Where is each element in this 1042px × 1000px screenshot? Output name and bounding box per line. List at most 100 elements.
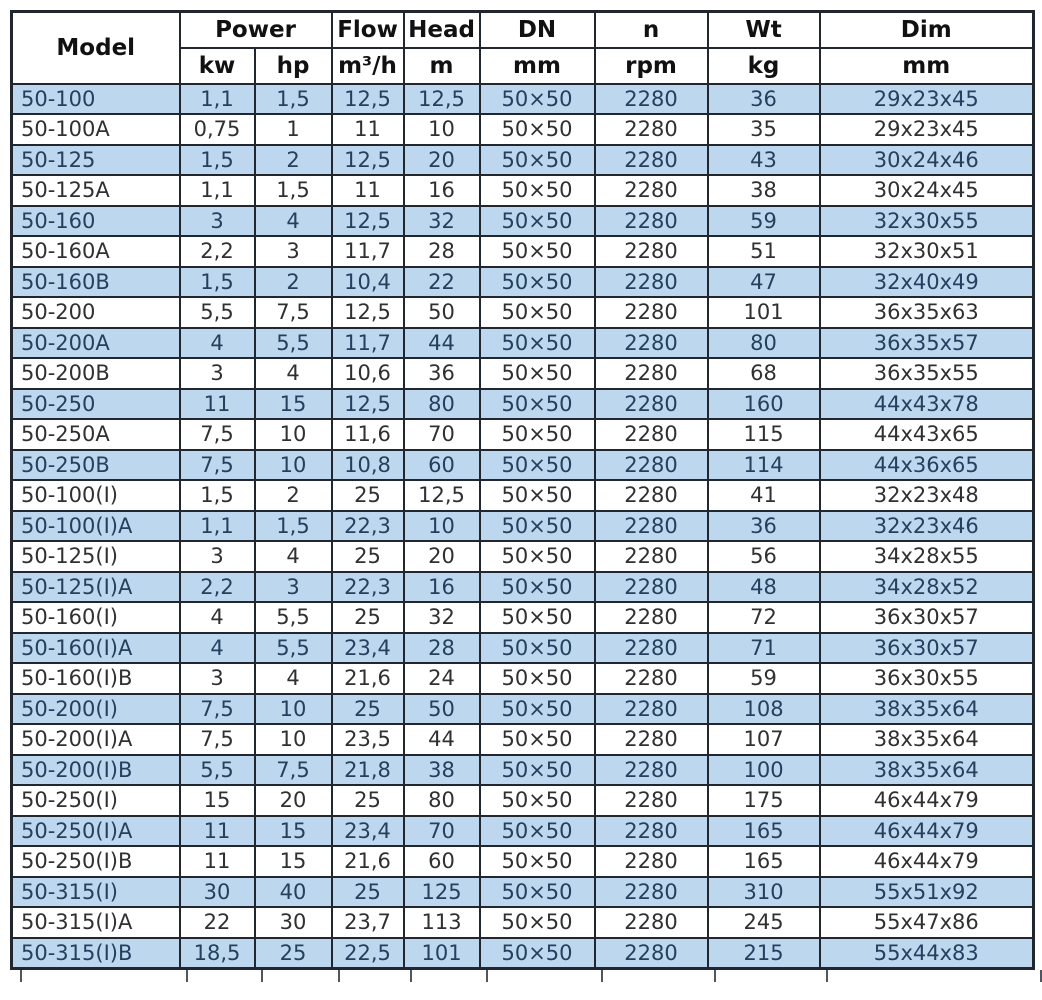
cell-dn: 50×50 — [478, 326, 596, 359]
cell-model: 50-125 — [10, 143, 181, 176]
table-row: 50-200A 4 5,5 11,7 44 50×50 2280 80 36x35x57 — [10, 326, 1035, 359]
header-unit-flow: m³/h — [330, 46, 405, 85]
cell-dim: 44x43x65 — [818, 418, 1035, 451]
cell-flow: 25 — [330, 540, 405, 573]
cell-kw: 7,5 — [178, 723, 256, 756]
table-row: 50-315(I) 30 40 25 125 50×50 2280 310 55x51x92 — [10, 875, 1035, 908]
cell-wt: 100 — [706, 753, 821, 786]
cell-hp: 5,5 — [253, 601, 333, 634]
cell-n: 2280 — [593, 204, 709, 237]
cell-dim: 46x44x79 — [818, 784, 1035, 817]
cell-kw: 5,5 — [178, 753, 256, 786]
table-row: 50-125A 1,1 1,5 11 16 50×50 2280 38 30x24x45 — [10, 174, 1035, 207]
cell-flow: 25 — [330, 479, 405, 512]
cell-hp: 30 — [253, 906, 333, 939]
cell-hp: 7,5 — [253, 296, 333, 329]
cell-model: 50-125(I)A — [10, 570, 181, 603]
cell-flow: 11,7 — [330, 235, 405, 268]
cell-wt: 108 — [706, 692, 821, 725]
cell-head: 113 — [402, 906, 481, 939]
cell-model: 50-200(I)B — [10, 753, 181, 786]
cell-model: 50-125(I) — [10, 540, 181, 573]
cell-n: 2280 — [593, 113, 709, 146]
cell-head: 10 — [402, 113, 481, 146]
cell-head: 32 — [402, 601, 481, 634]
header-flow: Flow — [330, 10, 405, 49]
cell-flow: 25 — [330, 875, 405, 908]
cell-flow: 12,5 — [330, 387, 405, 420]
cell-hp: 1,5 — [253, 174, 333, 207]
cell-hp: 25 — [253, 936, 333, 969]
cell-head: 70 — [402, 814, 481, 847]
table-row: 50-200(I) 7,5 10 25 50 50×50 2280 108 38x35x64 — [10, 692, 1035, 725]
cell-n: 2280 — [593, 174, 709, 207]
cell-dim: 36x30x57 — [818, 601, 1035, 634]
cell-hp: 5,5 — [253, 326, 333, 359]
cell-wt: 59 — [706, 662, 821, 695]
cell-wt: 80 — [706, 326, 821, 359]
cell-flow: 21,6 — [330, 845, 405, 878]
cell-hp: 4 — [253, 540, 333, 573]
cell-flow: 10,4 — [330, 265, 405, 298]
cell-n: 2280 — [593, 692, 709, 725]
cell-model: 50-200B — [10, 357, 181, 390]
cell-n: 2280 — [593, 814, 709, 847]
cell-hp: 10 — [253, 418, 333, 451]
cell-model: 50-200(I)A — [10, 723, 181, 756]
cell-dim: 29x23x45 — [818, 113, 1035, 146]
header-unit-dim: mm — [818, 46, 1035, 85]
cell-flow: 21,6 — [330, 662, 405, 695]
cell-dn: 50×50 — [478, 509, 596, 542]
table-body: 50-100 1,1 1,5 12,5 12,5 50×50 2280 36 29x23x45 5… — [10, 82, 1035, 969]
cell-dn: 50×50 — [478, 845, 596, 878]
table-row: 50-250 11 15 12,5 80 50×50 2280 160 44x43x78 — [10, 387, 1035, 420]
cell-dim: 30x24x46 — [818, 143, 1035, 176]
table-row: 50-250B 7,5 10 10,8 60 50×50 2280 114 44x36x65 — [10, 448, 1035, 481]
cell-n: 2280 — [593, 936, 709, 969]
cell-dn: 50×50 — [478, 82, 596, 115]
cell-kw: 7,5 — [178, 692, 256, 725]
cell-flow: 25 — [330, 692, 405, 725]
table-row: 50-100 1,1 1,5 12,5 12,5 50×50 2280 36 29x23x45 — [10, 82, 1035, 115]
cell-hp: 15 — [253, 814, 333, 847]
cell-kw: 4 — [178, 631, 256, 664]
cell-n: 2280 — [593, 265, 709, 298]
cell-kw: 22 — [178, 906, 256, 939]
cell-kw: 11 — [178, 845, 256, 878]
table-row: 50-315(I)A 22 30 23,7 113 50×50 2280 245 55x47x8… — [10, 906, 1035, 939]
cell-dim: 32x30x51 — [818, 235, 1035, 268]
cell-wt: 175 — [706, 784, 821, 817]
header-unit-wt: kg — [706, 46, 821, 85]
cell-n: 2280 — [593, 662, 709, 695]
cell-flow: 12,5 — [330, 296, 405, 329]
cell-n: 2280 — [593, 448, 709, 481]
cell-wt: 71 — [706, 631, 821, 664]
cell-dim: 55x51x92 — [818, 875, 1035, 908]
cell-head: 44 — [402, 326, 481, 359]
cell-wt: 115 — [706, 418, 821, 451]
cell-flow: 12,5 — [330, 204, 405, 237]
cell-wt: 43 — [706, 143, 821, 176]
cell-hp: 3 — [253, 235, 333, 268]
cell-model: 50-315(I)B — [10, 936, 181, 969]
cell-hp: 40 — [253, 875, 333, 908]
cell-flow: 12,5 — [330, 82, 405, 115]
table-row: 50-100(I) 1,5 2 25 12,5 50×50 2280 41 32x23x48 — [10, 479, 1035, 512]
cell-flow: 23,5 — [330, 723, 405, 756]
cell-kw: 18,5 — [178, 936, 256, 969]
cell-flow: 23,7 — [330, 906, 405, 939]
table-row: 50-250(I)A 11 15 23,4 70 50×50 2280 165 46x44x79 — [10, 814, 1035, 847]
cell-head: 20 — [402, 540, 481, 573]
cell-flow: 11,6 — [330, 418, 405, 451]
cell-model: 50-160 — [10, 204, 181, 237]
cell-kw: 4 — [178, 601, 256, 634]
cell-n: 2280 — [593, 509, 709, 542]
header-model: Model — [10, 10, 181, 85]
cell-flow: 23,4 — [330, 814, 405, 847]
cell-wt: 165 — [706, 814, 821, 847]
cell-kw: 5,5 — [178, 296, 256, 329]
cell-hp: 7,5 — [253, 753, 333, 786]
cell-n: 2280 — [593, 875, 709, 908]
cell-flow: 23,4 — [330, 631, 405, 664]
cell-dn: 50×50 — [478, 479, 596, 512]
